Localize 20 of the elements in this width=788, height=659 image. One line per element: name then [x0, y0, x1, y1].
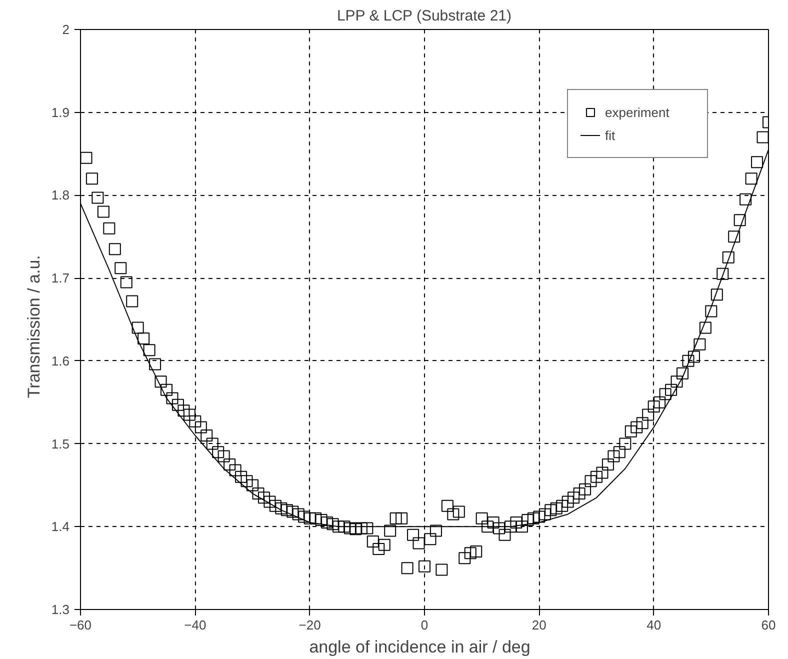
x-tick-label: −20	[298, 618, 321, 632]
y-tick-label: 1.4	[51, 519, 70, 534]
y-tick-label: 1.8	[51, 188, 70, 203]
chart-title: LPP & LCP (Substrate 21)	[336, 8, 512, 24]
y-tick-label: 1.7	[51, 270, 70, 286]
legend-label: experiment	[605, 104, 670, 120]
x-tick-label: −60	[69, 618, 92, 632]
y-tick-label: 2	[62, 22, 70, 37]
y-tick-label: 1.6	[51, 353, 70, 368]
legend-label: fit	[605, 128, 616, 142]
x-tick-label: 20	[532, 618, 546, 632]
x-tick-label: 60	[761, 618, 776, 632]
y-tick-label: 1.3	[51, 602, 70, 617]
x-tick-label: 40	[646, 618, 662, 632]
x-tick-label: 0	[420, 618, 428, 632]
y-axis-title: Transmission / a.u.	[24, 255, 44, 398]
y-tick-label: 1.5	[51, 436, 70, 452]
x-axis-title: angle of incidence in air / deg	[309, 638, 530, 656]
y-tick-label: 1.9	[51, 104, 70, 120]
x-tick-label: −40	[184, 618, 206, 632]
